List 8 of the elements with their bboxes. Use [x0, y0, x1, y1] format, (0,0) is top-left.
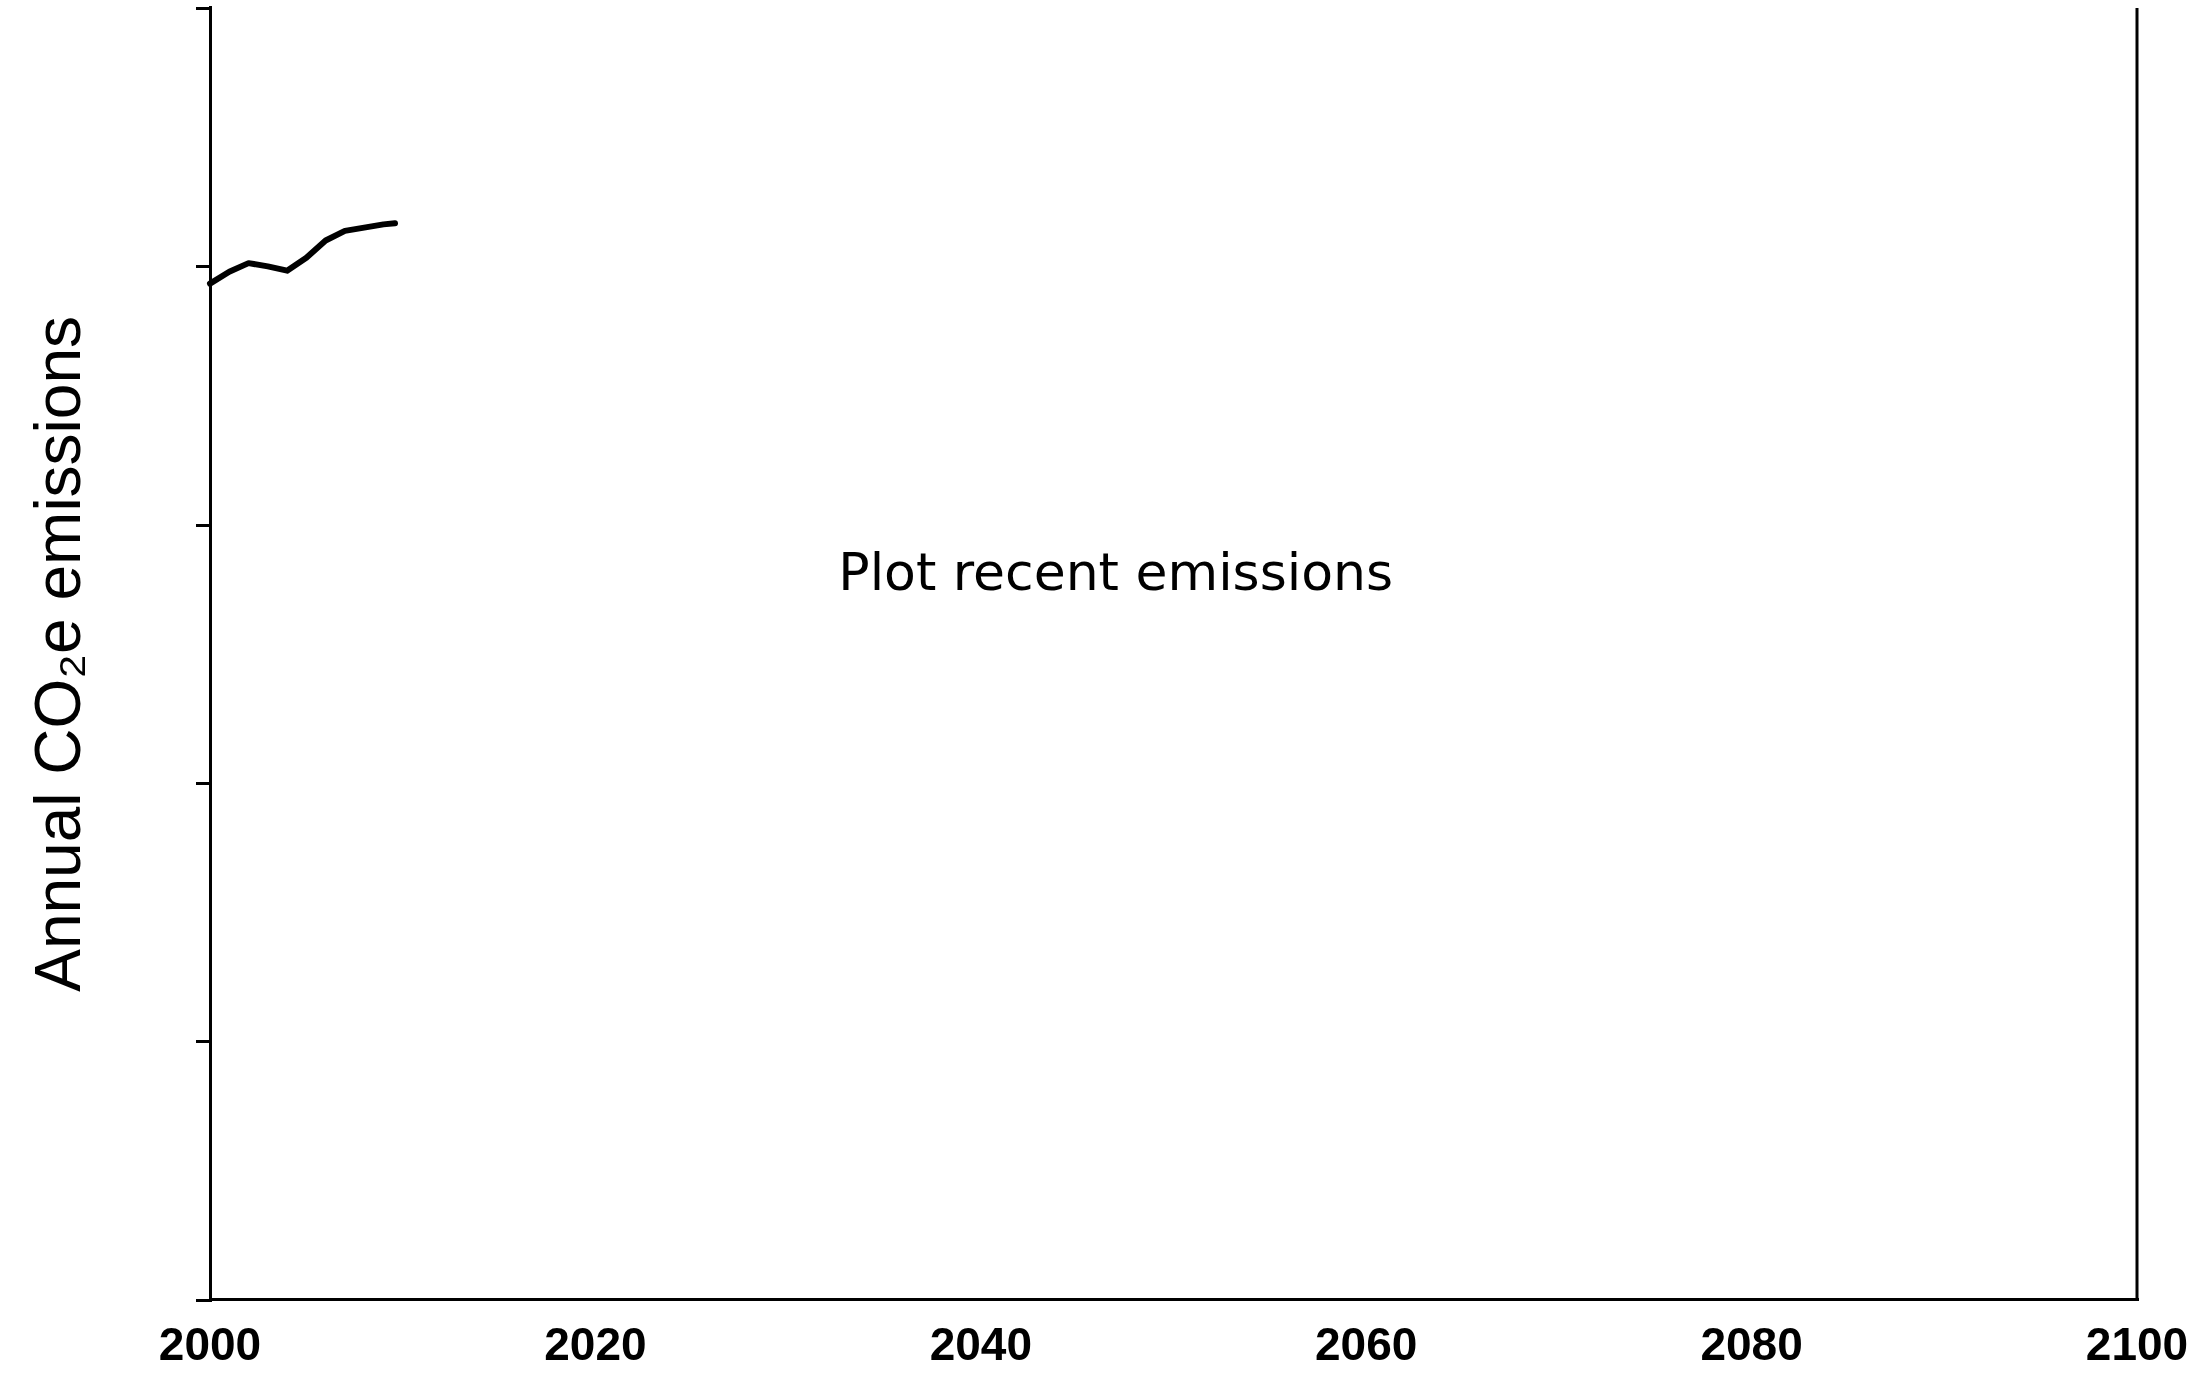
x-tick-label: 2020 — [544, 1318, 647, 1371]
x-tick-label: 2060 — [1315, 1318, 1418, 1371]
x-tick-label: 2000 — [158, 1318, 262, 1371]
y-axis-title: Annual CO₂e emissions — [21, 315, 94, 992]
x-tick-label: 2080 — [1700, 1318, 1803, 1371]
x-tick-label: 2040 — [929, 1318, 1032, 1371]
annotation: Plot recent emissions — [838, 541, 1394, 602]
x-tick-label: 2100 — [2085, 1318, 2189, 1371]
